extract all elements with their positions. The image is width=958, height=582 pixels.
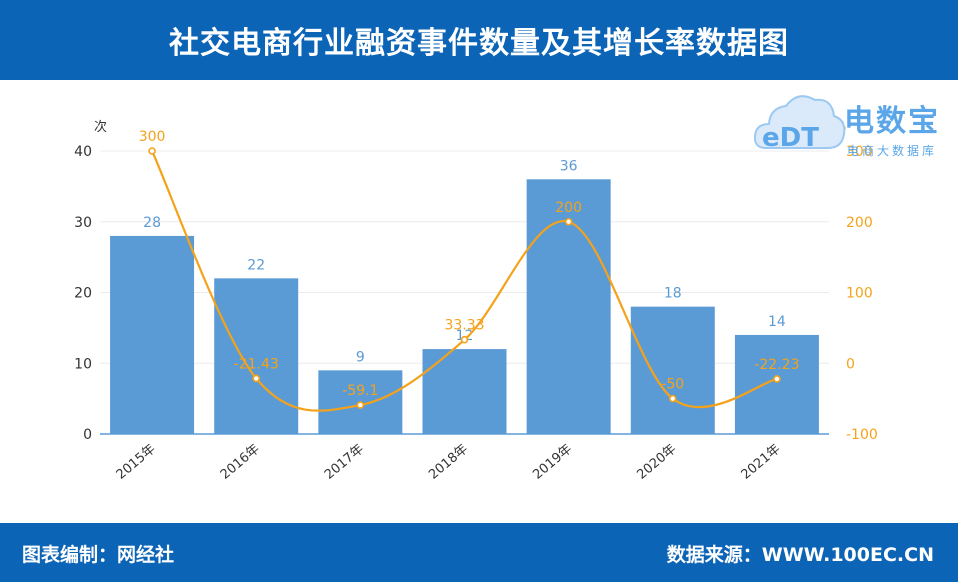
bar: [630, 306, 715, 434]
y-left-tick-label: 40: [74, 144, 92, 160]
line-value-label: -59.1: [342, 383, 378, 399]
watermark-mark: eDT: [762, 123, 819, 153]
line-value-label: 300: [139, 129, 166, 145]
y-left-unit: 次: [94, 119, 107, 135]
x-tick-label: 2019年: [530, 442, 575, 483]
chart-title: 社交电商行业融资事件数量及其增长率数据图: [0, 0, 958, 80]
cloud-logo-icon: eDT: [753, 95, 846, 153]
bar-value-label: 36: [560, 158, 578, 174]
footer-credit: 图表编制：网经社: [22, 544, 175, 566]
bar-value-label: 9: [356, 349, 365, 365]
watermark-brand: 电数宝: [844, 104, 940, 139]
line-point: [668, 394, 677, 403]
line-point: [148, 147, 156, 155]
line-value-label: -50: [661, 377, 684, 393]
bar: [110, 235, 195, 434]
watermark-logo: eDT 电数宝 电商大数据库: [752, 86, 952, 162]
bar-value-label: 22: [247, 257, 265, 273]
y-right-tick-label: -100: [846, 427, 878, 443]
x-tick-label: 2021年: [739, 442, 784, 483]
bar-value-label: 28: [143, 215, 161, 231]
y-right-tick-label: 300: [846, 144, 873, 160]
line-value-label: -22.23: [754, 357, 799, 373]
x-tick-label: 2017年: [322, 442, 367, 483]
bar: [422, 349, 507, 434]
bar: [214, 278, 299, 434]
footer: 图表编制：网经社 数据来源：WWW.100EC.CN: [0, 523, 958, 582]
line-point: [773, 375, 781, 383]
line-value-label: 33.33: [444, 318, 484, 334]
bar-value-label: 14: [768, 314, 786, 330]
y-right-tick-label: 200: [846, 215, 873, 231]
line-point: [564, 217, 573, 226]
y-right-tick-label: 100: [846, 286, 873, 302]
y-right-tick-label: 0: [846, 356, 855, 372]
watermark-sub: 电商大数据库: [847, 144, 938, 158]
y-left-tick-label: 20: [74, 286, 92, 302]
line-point: [460, 335, 469, 344]
line-value-label: 200: [555, 200, 582, 216]
line-point: [356, 401, 365, 409]
x-tick-label: 2020年: [634, 442, 679, 483]
bar: [526, 179, 611, 434]
footer-source: 数据来源：WWW.100EC.CN: [666, 544, 934, 566]
y-left-tick-label: 30: [74, 215, 92, 231]
y-left-tick-label: 0: [83, 427, 92, 443]
line-point: [252, 374, 261, 383]
x-tick-label: 2018年: [426, 442, 471, 483]
x-tick-label: 2016年: [218, 442, 263, 483]
line-value-label: -21.43: [234, 356, 279, 372]
y-left-tick-label: 10: [74, 356, 92, 372]
x-tick-label: 2015年: [114, 442, 159, 483]
bar: [734, 334, 819, 434]
bar-value-label: 18: [664, 286, 682, 302]
